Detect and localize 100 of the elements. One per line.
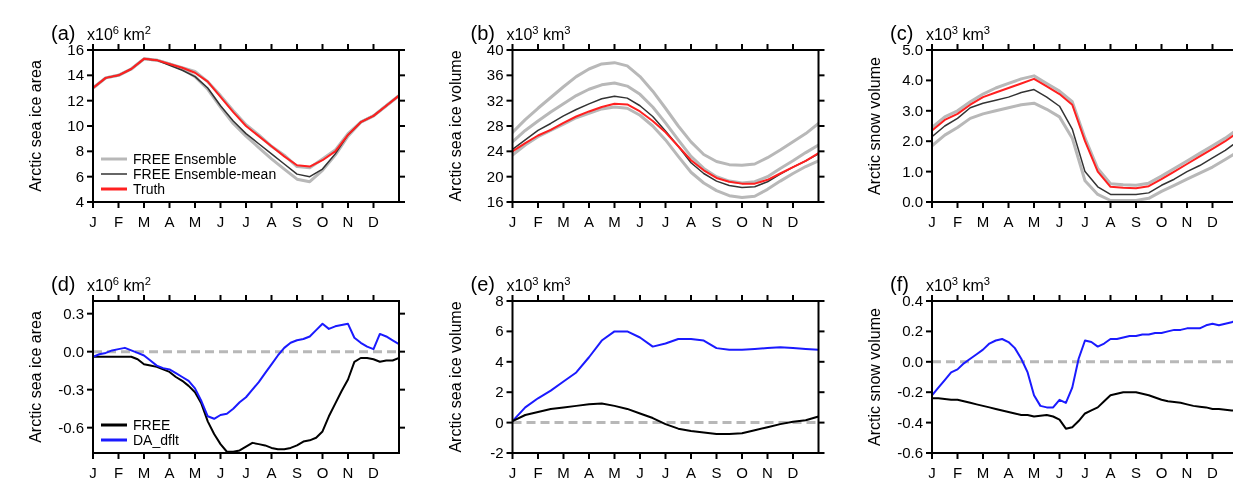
y-tick-label: 8 — [495, 292, 504, 309]
x-tick-label: J — [89, 464, 97, 481]
y-tick-label: 0.2 — [902, 322, 923, 340]
x-tick-label: A — [266, 213, 277, 230]
x-tick-label: J — [242, 213, 250, 230]
x-tick-label: A — [1105, 464, 1116, 481]
y-axis-title: Arctic sea ice area — [27, 311, 44, 443]
y-tick-label: 6 — [495, 322, 504, 340]
x-tick-label: F — [533, 464, 543, 481]
x-tick-label: J — [661, 464, 670, 481]
x-tick-label: J — [508, 213, 517, 230]
x-tick-label: O — [736, 464, 748, 481]
x-tick-label: N — [1181, 213, 1193, 230]
x-tick-label: M — [976, 213, 990, 230]
chart-subtitle: x10$^{3}$ km$^{3}$ — [926, 24, 991, 43]
x-tick-label: J — [216, 464, 225, 481]
x-tick-label: M — [188, 213, 202, 230]
x-tick-label: J — [216, 213, 225, 230]
x-tick-label: J — [1055, 213, 1064, 230]
x-tick-label: M — [608, 464, 621, 481]
y-tick-label: 0 — [495, 413, 504, 431]
legend-label: FREE Ensemble-mean — [133, 166, 277, 182]
y-axis-title: Arctic snow volume — [866, 307, 883, 446]
y-tick-label: -0.6 — [897, 444, 923, 461]
legend-label: Truth — [133, 181, 166, 197]
x-tick-label: M — [557, 213, 570, 230]
y-tick-label: 4 — [75, 193, 84, 210]
x-tick-label: M — [1027, 213, 1041, 230]
legend-label: DA_dflt — [133, 432, 180, 448]
y-tick-label: -0.3 — [58, 380, 84, 398]
y-tick-label: 20 — [486, 167, 504, 185]
chart-subtitle: x10$^{6}$ km$^{2}$ — [87, 24, 152, 43]
y-axis-title: Arctic sea ice area — [27, 60, 44, 192]
x-tick-label: A — [583, 464, 595, 481]
y-tick-label: 32 — [486, 91, 504, 109]
chart-subtitle: x10$^{3}$ km$^{3}$ — [506, 24, 571, 43]
y-tick-label: 1.0 — [902, 162, 923, 180]
x-tick-label: D — [787, 464, 799, 481]
x-tick-label: M — [188, 464, 202, 481]
y-axis-title: Arctic sea ice volume — [446, 50, 464, 202]
y-tick-label: 4 — [495, 352, 504, 370]
y-tick-label: -0.4 — [897, 413, 923, 431]
x-tick-label: D — [1207, 213, 1219, 230]
x-tick-label: F — [952, 464, 963, 481]
chart-title: (d) — [51, 273, 76, 295]
x-tick-label: S — [1130, 464, 1142, 481]
x-tick-label: F — [113, 213, 124, 230]
x-tick-label: D — [368, 464, 380, 481]
x-tick-label: J — [636, 213, 644, 230]
chart-subtitle: x10$^{3}$ km$^{3}$ — [506, 275, 571, 294]
y-tick-label: 6 — [75, 167, 84, 185]
x-tick-label: A — [164, 464, 175, 481]
x-tick-label: J — [928, 464, 936, 481]
y-tick-label: -2 — [490, 444, 504, 461]
y-tick-label: 24 — [486, 142, 504, 160]
y-tick-label: 28 — [486, 117, 504, 134]
x-tick-label: S — [291, 464, 303, 481]
y-tick-label: 16 — [486, 193, 504, 210]
y-tick-label: 2 — [495, 383, 504, 401]
x-tick-label: A — [685, 464, 697, 481]
y-tick-label: 36 — [486, 66, 504, 84]
x-tick-label: O — [1155, 213, 1168, 230]
x-tick-label: D — [368, 213, 380, 230]
legend-label: FREE — [133, 417, 171, 433]
x-tick-label: J — [1081, 464, 1089, 481]
x-tick-label: A — [685, 213, 697, 230]
x-tick-label: A — [164, 213, 175, 230]
x-tick-label: M — [608, 213, 621, 230]
y-tick-label: 8 — [75, 142, 84, 160]
x-tick-label: N — [342, 213, 354, 230]
x-tick-label: F — [952, 213, 963, 230]
x-tick-label: M — [557, 464, 570, 481]
x-tick-label: S — [711, 464, 722, 481]
x-tick-label: J — [508, 464, 517, 481]
x-tick-label: A — [266, 464, 277, 481]
y-tick-label: 12 — [67, 91, 84, 109]
y-tick-label: 2.0 — [902, 132, 923, 150]
chart-subtitle: x10$^{3}$ km$^{3}$ — [926, 275, 991, 294]
x-tick-label: J — [1081, 213, 1089, 230]
y-tick-label: 0.0 — [902, 352, 923, 370]
y-tick-label: 0.0 — [63, 342, 84, 360]
x-tick-label: A — [1105, 213, 1116, 230]
chart-title: (e) — [470, 273, 495, 295]
x-tick-label: J — [89, 213, 97, 230]
y-axis-title: Arctic sea ice volume — [446, 301, 464, 453]
y-tick-label: 0.3 — [63, 304, 84, 322]
y-tick-label: -0.2 — [897, 383, 923, 401]
x-tick-label: F — [533, 213, 543, 230]
x-tick-label: N — [1181, 464, 1193, 481]
x-tick-label: M — [1027, 464, 1041, 481]
x-tick-label: N — [762, 213, 773, 230]
x-tick-label: O — [316, 464, 329, 481]
x-tick-label: S — [1130, 213, 1142, 230]
x-tick-label: S — [711, 213, 722, 230]
y-tick-label: 4.0 — [902, 71, 923, 89]
x-tick-label: O — [316, 213, 329, 230]
x-tick-label: J — [242, 464, 250, 481]
y-tick-label: 14 — [67, 66, 84, 84]
x-tick-label: A — [583, 213, 595, 230]
x-tick-label: A — [1003, 213, 1014, 230]
